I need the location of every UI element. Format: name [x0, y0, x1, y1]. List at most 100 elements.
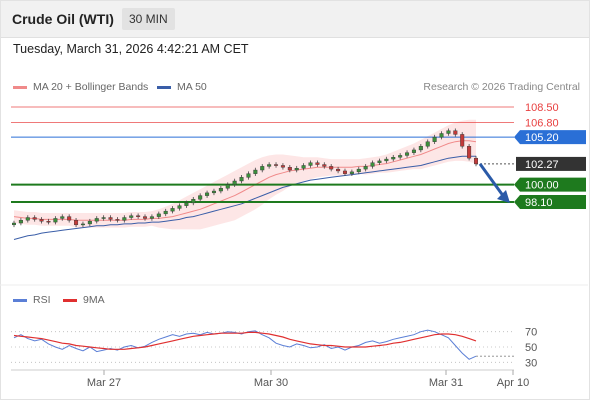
ma9-swatch — [63, 298, 77, 302]
level-102-27-tag — [516, 156, 586, 171]
rsi-ma9-line — [13, 331, 477, 350]
candle-body — [301, 165, 306, 169]
level-106-80-label: 106.80 — [525, 118, 559, 130]
candle-body — [129, 215, 134, 218]
ma20-label: MA 20 + Bollinger Bands — [33, 81, 149, 93]
rsi-swatch — [13, 298, 27, 302]
candle-body — [80, 223, 85, 226]
candle-body — [198, 195, 203, 200]
candle-body — [474, 157, 479, 165]
candle-body — [25, 217, 30, 221]
x-tick-label: Mar 31 — [429, 377, 463, 389]
candle-body — [342, 170, 347, 174]
candle-body — [170, 208, 175, 212]
candle-body — [149, 216, 154, 219]
candle-body — [39, 219, 44, 222]
candle-body — [467, 146, 472, 159]
candle-body — [446, 130, 451, 134]
candle-body — [225, 184, 230, 189]
x-tick-label: Apr 10 — [497, 377, 529, 389]
level-98-10-label: 98.10 — [525, 197, 553, 209]
candle-body — [398, 155, 403, 158]
candle-body — [101, 217, 106, 219]
candle-body — [94, 218, 99, 222]
legend-9ma: 9MA — [63, 294, 105, 306]
candle-body — [177, 205, 182, 209]
candle-body — [349, 171, 354, 174]
bollinger-band — [14, 119, 476, 230]
candle-body — [384, 158, 389, 162]
candle-body — [274, 164, 279, 166]
level-105-20-tag — [514, 130, 586, 145]
forecast-arrow-head — [497, 190, 510, 203]
candle-body — [253, 169, 258, 174]
candle-body — [60, 216, 65, 219]
candle-body — [218, 188, 223, 192]
candle-body — [205, 192, 210, 196]
level-100-00-label: 100.00 — [525, 180, 559, 192]
rsi-line — [13, 329, 477, 360]
candle-body — [370, 162, 375, 167]
candle-body — [405, 152, 410, 156]
forecast-arrow-shaft — [478, 163, 506, 198]
level-98-10-tag — [514, 195, 586, 209]
legend-ma20: MA 20 + Bollinger Bands — [13, 81, 148, 93]
candle-body — [53, 218, 58, 223]
candle-body — [432, 136, 437, 142]
rsi-level-30-label: 30 — [525, 357, 537, 369]
candle-body — [267, 164, 272, 167]
candle-body — [287, 167, 292, 171]
candle-body — [239, 177, 244, 182]
candle-body — [18, 220, 23, 224]
ma20-line — [13, 140, 477, 221]
candle-body — [46, 220, 51, 223]
candle-body — [363, 166, 368, 170]
legend-rsi: RSI — [13, 294, 51, 306]
candle-body — [460, 134, 465, 147]
candle-body — [308, 162, 313, 166]
candle-body — [315, 162, 320, 165]
candle-body — [11, 222, 16, 226]
x-tick-label: Mar 30 — [254, 377, 288, 389]
candle-body — [156, 213, 161, 217]
candle-body — [211, 190, 216, 194]
candle-body — [246, 173, 251, 178]
candle-body — [453, 130, 458, 135]
ma50-label: MA 50 — [177, 81, 207, 93]
candle-body — [122, 217, 127, 221]
instrument-title: Crude Oil (WTI) — [12, 11, 114, 27]
interval-button[interactable]: 30 MIN — [122, 8, 175, 30]
candle-body — [260, 166, 265, 171]
candle-body — [377, 160, 382, 163]
level-100-00-tag — [514, 177, 586, 192]
legend-ma50: MA 50 — [157, 81, 207, 93]
candle-body — [191, 199, 196, 204]
candle-body — [136, 215, 141, 217]
ma50-swatch — [157, 85, 171, 89]
candle-body — [336, 168, 341, 172]
candle-body — [439, 133, 444, 138]
timestamp: Tuesday, March 31, 2026 4:42:21 AM CET — [13, 42, 249, 56]
candle-body — [74, 220, 79, 226]
level-105-20-label: 105.20 — [525, 132, 559, 144]
candle-body — [115, 219, 120, 221]
level-108-50-label: 108.50 — [525, 102, 559, 114]
candle-body — [391, 157, 396, 160]
candle-body — [184, 202, 189, 206]
candle-body — [67, 216, 72, 221]
candle-body — [32, 217, 37, 220]
top-bar: Crude Oil (WTI) 30 MIN — [1, 1, 589, 38]
candle-body — [356, 168, 361, 173]
candle-body — [418, 146, 423, 151]
candle-body — [294, 168, 299, 171]
copyright: Research © 2026 Trading Central — [423, 81, 580, 93]
ma9-label: 9MA — [83, 294, 105, 306]
candle-body — [143, 216, 148, 219]
candle-body — [87, 220, 92, 225]
candle-body — [232, 180, 237, 185]
level-102-27-label: 102.27 — [525, 159, 559, 171]
candle-body — [329, 166, 334, 170]
candle-body — [425, 141, 430, 147]
